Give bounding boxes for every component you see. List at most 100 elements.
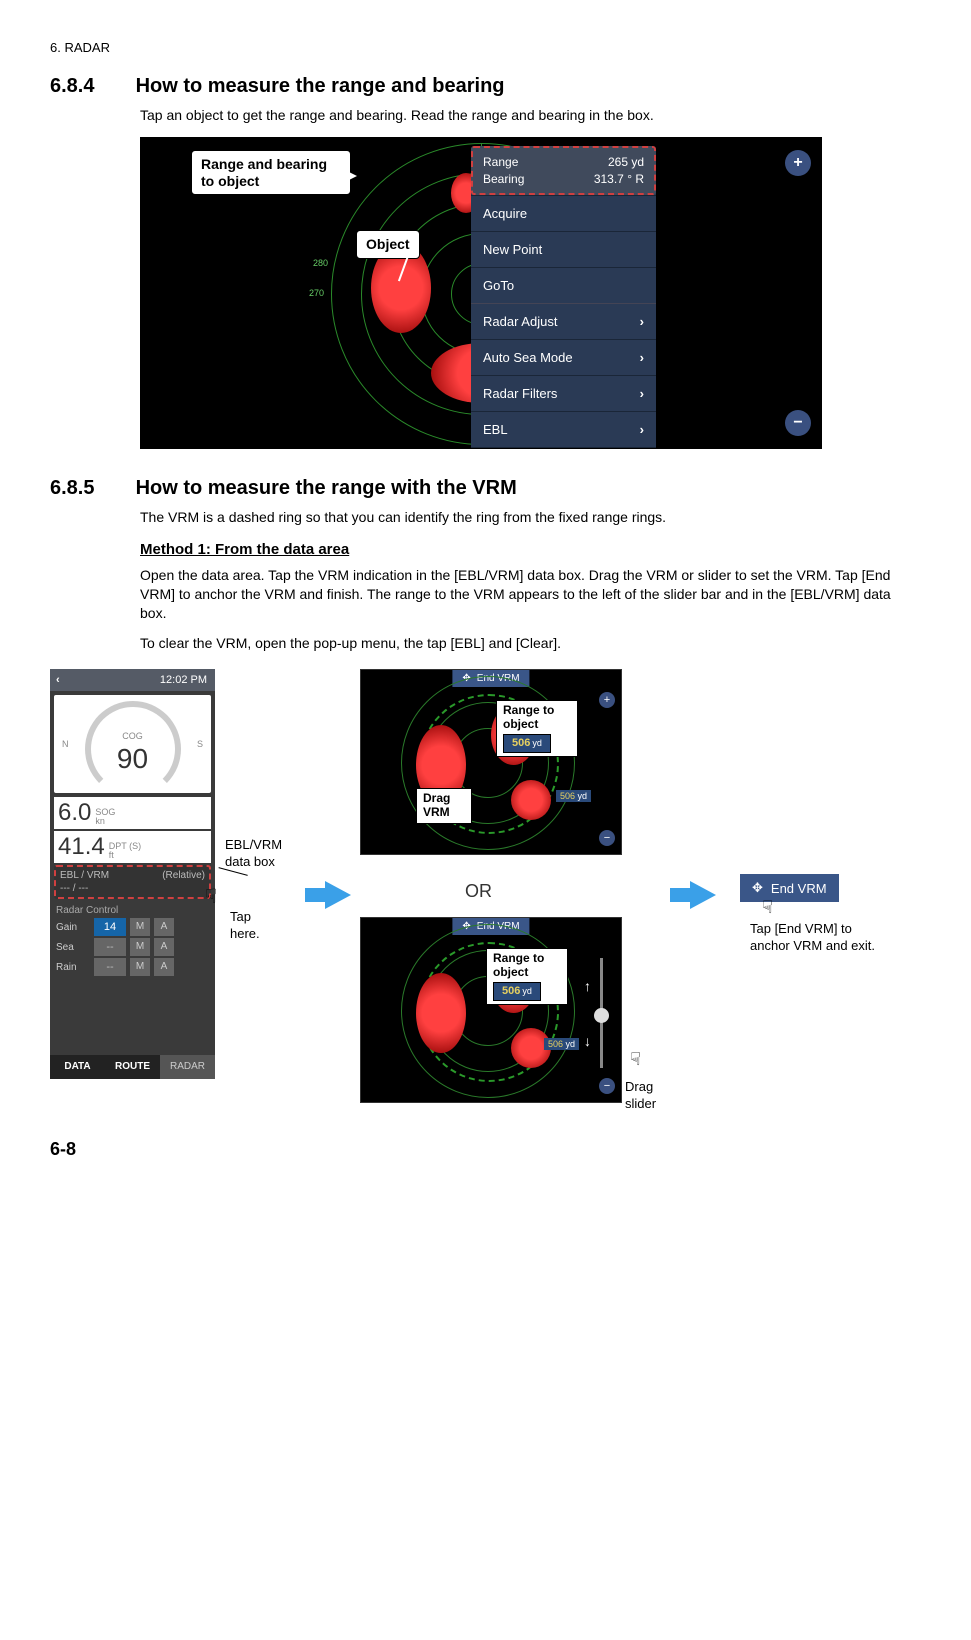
tap-hand-icon: ☟ [205, 884, 217, 909]
menu-item-ebl[interactable]: EBL› [471, 411, 656, 447]
zoom-out-button[interactable]: − [599, 830, 615, 846]
menu-item-label: Radar Filters [483, 386, 557, 401]
compass-tick-280: 280 [313, 258, 328, 268]
section-684-body: Tap an object to get the range and beari… [140, 106, 921, 125]
ebl-vrm-label: EBL / VRM [60, 870, 109, 881]
menu-item-new-point[interactable]: New Point [471, 231, 656, 267]
range-value: 265 yd [608, 154, 644, 171]
drag-hand-icon: ☟ [471, 798, 481, 818]
chapter-header: 6. RADAR [50, 40, 921, 55]
sea-label: Sea [56, 942, 90, 953]
sea-m[interactable]: M [130, 938, 150, 956]
chevron-right-icon: › [640, 386, 644, 401]
menu-item-radar-filters[interactable]: Radar Filters › [471, 375, 656, 411]
radar-panel-drag-slider[interactable]: ✥End VRM 506 yd ↑ ↓ − Range to object 50… [360, 917, 622, 1103]
method1-heading: Method 1: From the data area [140, 541, 921, 558]
data-panel-topbar: ‹ 12:02 PM [50, 669, 215, 691]
dpt-unit-top: DPT [109, 841, 127, 851]
gain-a[interactable]: A [154, 918, 174, 936]
compass-tick-270: 270 [309, 288, 324, 298]
rain-row[interactable]: Rain -- M A [56, 958, 209, 976]
menu-item-label: GoTo [483, 278, 514, 293]
section-685-intro: The VRM is a dashed ring so that you can… [140, 508, 921, 527]
callout-text: Drag VRM [423, 792, 465, 820]
ebl-vrm-values: --- / --- [60, 883, 205, 894]
cog-label: COG [54, 731, 211, 741]
callout-range-bearing-text: Range and bearing to object [201, 156, 341, 190]
callout-object: Object [356, 230, 420, 259]
tab-radar[interactable]: RADAR [160, 1055, 215, 1079]
radar-panel-drag-vrm[interactable]: ✥End VRM + − 506 yd Range to object 506y… [360, 669, 622, 855]
gain-value: 14 [94, 918, 126, 936]
context-menu-header: Range 265 yd Bearing 313.7 ° R [471, 146, 656, 196]
rain-m[interactable]: M [130, 958, 150, 976]
zoom-in-button[interactable]: + [599, 692, 615, 708]
rain-a[interactable]: A [154, 958, 174, 976]
menu-item-label: New Point [483, 242, 542, 257]
data-panel-tabs: DATA ROUTE RADAR [50, 1055, 215, 1079]
dpt-value: 41.4 [58, 833, 105, 861]
menu-item-label: Acquire [483, 206, 527, 221]
gain-m[interactable]: M [130, 918, 150, 936]
section-684-heading: How to measure the range and bearing [136, 75, 505, 97]
menu-item-label: Auto Sea Mode [483, 350, 573, 365]
menu-item-vrm[interactable]: VRM› [471, 447, 656, 448]
menu-item-goto[interactable]: GoTo [471, 267, 656, 303]
method1-p1: Open the data area. Tap the VRM indicati… [140, 566, 921, 623]
sog-row: 6.0 SOGkn [54, 797, 211, 829]
slider-up-arrow-icon: ↑ [584, 978, 591, 994]
tab-data[interactable]: DATA [50, 1055, 105, 1079]
range-inline-badge: 506 yd [556, 790, 591, 802]
chevron-right-icon: › [640, 314, 644, 329]
data-area-panel: ‹ 12:02 PM COG 90 N S 6.0 SOGkn 41.4 DPT… [50, 669, 215, 1079]
tap-here-annotation: Tap here. [230, 909, 280, 942]
end-vrm-button[interactable]: ✥ End VRM [740, 874, 839, 902]
sea-value: -- [94, 938, 126, 956]
callout-range-to-object-bottom: Range to object 506yd [486, 948, 568, 1004]
dpt-unit-bot: ft [109, 850, 114, 860]
sea-a[interactable]: A [154, 938, 174, 956]
rain-label: Rain [56, 962, 90, 973]
figure-vrm-method1: ‹ 12:02 PM COG 90 N S 6.0 SOGkn 41.4 DPT… [50, 669, 930, 1109]
range-label: Range [483, 154, 518, 171]
bearing-value: 313.7 ° R [594, 171, 644, 188]
sog-unit-top: SOG [95, 807, 115, 817]
zoom-out-button[interactable]: − [785, 410, 811, 436]
tab-route[interactable]: ROUTE [105, 1055, 160, 1079]
sog-unit-bot: kn [95, 816, 105, 826]
zoom-out-button[interactable]: − [599, 1078, 615, 1094]
bearing-label: Bearing [483, 171, 524, 188]
sog-value: 6.0 [58, 799, 91, 827]
radar-control-label: Radar Control [56, 905, 209, 916]
page-number: 6-8 [50, 1139, 921, 1160]
gain-row[interactable]: Gain 14 M A [56, 918, 209, 936]
vrm-slider-knob[interactable] [594, 1008, 609, 1023]
sea-row[interactable]: Sea -- M A [56, 938, 209, 956]
cog-gauge: COG 90 N S [54, 695, 211, 793]
ebl-vrm-relative: (Relative) [162, 870, 205, 881]
callout-text: Range to object [493, 952, 561, 980]
menu-item-acquire[interactable]: Acquire [471, 195, 656, 231]
range-badge: 506yd [503, 734, 551, 753]
end-vrm-annotation: Tap [End VRM] to anchor VRM and exit. [750, 921, 880, 954]
menu-item-radar-adjust[interactable]: Radar Adjust › [471, 303, 656, 339]
section-684-title: 6.8.4 How to measure the range and beari… [50, 75, 921, 98]
menu-item-auto-sea[interactable]: Auto Sea Mode› [471, 339, 656, 375]
tap-here-text: Tap here. [230, 909, 280, 942]
chevron-right-icon: › [640, 422, 644, 437]
callout-text: Range to object [503, 704, 571, 732]
tap-end-vrm-hand-icon: ☟ [762, 897, 773, 918]
flow-arrow-2 [690, 881, 716, 909]
back-icon[interactable]: ‹ [50, 669, 60, 691]
zoom-in-button[interactable]: + [785, 150, 811, 176]
drag-slider-text: Drag slider [625, 1079, 675, 1112]
slider-hand-icon: ☟ [630, 1049, 641, 1070]
slider-down-arrow-icon: ↓ [584, 1033, 591, 1049]
callout-range-bearing: Range and bearing to object [191, 150, 351, 196]
ebl-vrm-data-box[interactable]: EBL / VRM (Relative) --- / --- [54, 865, 211, 899]
callout-range-to-object-top: Range to object 506yd [496, 700, 578, 756]
menu-item-label: Radar Adjust [483, 314, 557, 329]
section-685-heading: How to measure the range with the VRM [136, 477, 517, 499]
dpt-row: 41.4 DPT (S)ft [54, 831, 211, 863]
section-685-title: 6.8.5 How to measure the range with the … [50, 477, 921, 500]
